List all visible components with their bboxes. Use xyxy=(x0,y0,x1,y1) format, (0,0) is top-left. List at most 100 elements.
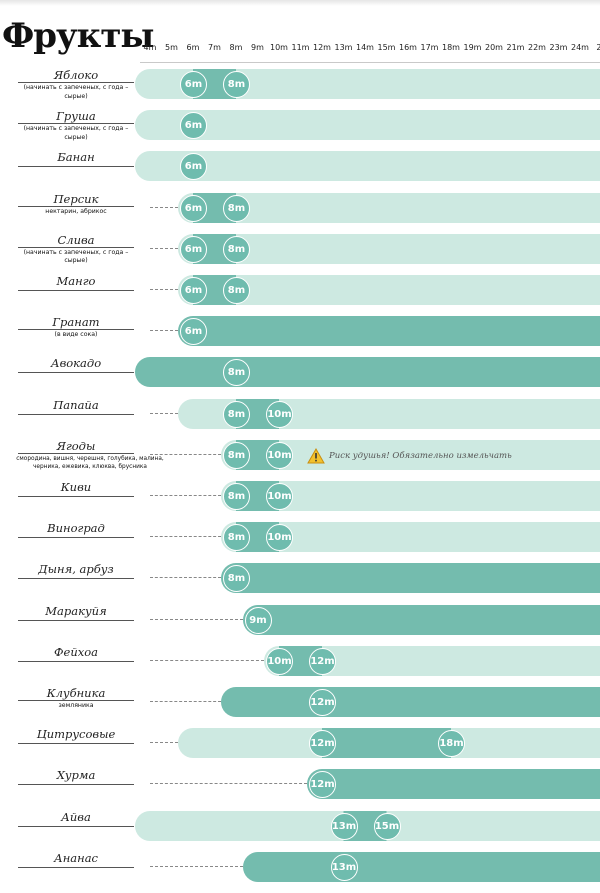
dashed-lead xyxy=(150,247,178,249)
name-underline xyxy=(18,82,134,83)
fruit-note: земляника xyxy=(58,702,94,709)
name-underline xyxy=(18,205,134,207)
fruit-note: смородина, вишня, черешня, голубика, мал… xyxy=(16,455,164,471)
name-underline xyxy=(18,413,134,415)
age-marker: 10m xyxy=(266,524,293,552)
dashed-lead xyxy=(150,618,243,620)
fruit-row: Киви 8m 10m xyxy=(0,477,600,518)
age-marker: 12m xyxy=(309,730,336,758)
name-underline xyxy=(18,660,134,662)
name-underline xyxy=(18,825,134,827)
age-marker: 8m xyxy=(223,400,250,428)
x-tick-label: 11m xyxy=(291,43,310,52)
fruit-row: Ананас 13m xyxy=(0,848,600,889)
fruit-row: Слива (начинать с запеченых, с года – сыр… xyxy=(0,230,600,271)
fruit-note: нектарин, абрикос xyxy=(45,207,107,215)
availability-bar xyxy=(178,728,600,759)
dashed-lead xyxy=(150,289,178,290)
fruit-row: Банан 6m xyxy=(0,147,600,188)
fruit-name: Айва xyxy=(61,809,91,824)
axis-line xyxy=(140,62,600,63)
name-underline xyxy=(18,166,134,168)
fruit-name: Персик xyxy=(53,191,99,206)
x-tick-label: 12m xyxy=(313,43,331,52)
x-axis-ticks: 4m 5m 6m 7m 8m 9m 10m 11m 12m 13m 14m 15m 16m 17m 18m 1… xyxy=(0,43,600,57)
fruit-name: Папайа xyxy=(53,397,99,412)
fruit-name: Слива xyxy=(57,232,95,247)
name-underline xyxy=(18,496,134,497)
fruit-name: Цитрусовые xyxy=(36,727,116,742)
name-underline xyxy=(18,700,134,701)
dashed-lead xyxy=(150,206,178,208)
fruit-name: Маракуйя xyxy=(45,603,107,618)
age-marker: 8m xyxy=(223,359,250,387)
dashed-lead xyxy=(150,536,221,538)
availability-bar xyxy=(221,563,600,594)
x-tick-label: 14m xyxy=(356,43,374,52)
name-underline xyxy=(18,290,134,291)
page-title: Фрукты xyxy=(2,16,154,56)
fruit-row: Маракуйя 9m xyxy=(0,601,600,642)
availability-bar xyxy=(242,604,600,635)
availability-bar xyxy=(135,357,600,388)
top-shadow xyxy=(0,0,600,6)
age-marker: 8m xyxy=(223,71,250,98)
dashed-lead xyxy=(150,701,221,702)
age-marker: 10m xyxy=(266,647,293,675)
fruit-name: Клубника xyxy=(46,686,106,700)
name-underline xyxy=(18,743,134,745)
availability-bar xyxy=(242,851,600,882)
fruit-row: Персик нектарин, абрикос 6m 8m xyxy=(0,189,600,230)
x-tick-label: 17m xyxy=(420,43,439,52)
age-marker: 12m xyxy=(309,771,336,799)
age-marker: 18m xyxy=(438,730,465,758)
age-marker: 10m xyxy=(266,483,293,510)
name-underline xyxy=(18,452,134,454)
dashed-lead xyxy=(150,330,178,332)
dashed-lead xyxy=(150,412,178,414)
fruit-name: Гранат xyxy=(52,315,100,330)
availability-bar xyxy=(135,151,600,182)
choking-warning: Риск удушья! Обязательно измельчать xyxy=(307,447,512,464)
fruit-note: (начинать с запеченых, с года – сырые) xyxy=(23,125,129,141)
x-tick-label: 24m xyxy=(571,43,589,52)
fruit-row: Папайа 8m 10m xyxy=(0,395,600,436)
name-underline xyxy=(18,784,134,786)
age-marker: 8m xyxy=(223,524,250,552)
x-tick-label: 18m xyxy=(442,43,460,52)
age-marker: 8m xyxy=(223,483,250,510)
x-tick-label: 20m xyxy=(485,43,503,52)
name-underline xyxy=(18,619,134,621)
fruit-name: Груша xyxy=(56,109,96,124)
fruit-row: Ягоды смородина, вишня, черешня, голубика… xyxy=(0,436,600,477)
x-tick-label: 9m xyxy=(251,43,264,52)
fruit-row: Айва 13m 15m xyxy=(0,807,600,848)
x-tick-label: 19m xyxy=(463,43,482,52)
fruit-name: Банан xyxy=(57,150,95,165)
warning-icon xyxy=(307,447,325,464)
fruit-name: Авокадо xyxy=(50,356,102,371)
fruit-note: (начинать с запеченых, с года – сырые) xyxy=(23,248,129,265)
age-marker: 6m xyxy=(180,277,207,304)
fruit-name: Ягоды xyxy=(56,438,96,453)
age-marker: 8m xyxy=(223,277,250,304)
fruit-name: Виноград xyxy=(47,521,105,536)
age-marker: 6m xyxy=(180,235,207,263)
age-marker: 8m xyxy=(223,441,250,469)
age-marker: 15m xyxy=(373,812,401,840)
x-tick-label: 22m xyxy=(528,43,546,52)
name-underline xyxy=(18,578,134,580)
x-tick-label: 16m xyxy=(399,43,417,52)
age-marker: 10m xyxy=(266,400,293,428)
dashed-lead xyxy=(150,865,243,867)
age-marker: 6m xyxy=(180,194,207,222)
fruit-name: Дыня, арбуз xyxy=(38,562,114,577)
fruit-row: Авокадо 8m xyxy=(0,353,600,394)
fruit-note: (в виде сока) xyxy=(54,331,98,339)
fruit-name: Яблоко xyxy=(53,68,99,82)
age-marker: 9m xyxy=(244,606,272,634)
fruit-row: Виноград 8m 10m xyxy=(0,518,600,559)
age-marker: 8m xyxy=(223,565,250,593)
fruit-row: Клубника земляника 12m xyxy=(0,683,600,724)
name-underline xyxy=(18,372,134,374)
